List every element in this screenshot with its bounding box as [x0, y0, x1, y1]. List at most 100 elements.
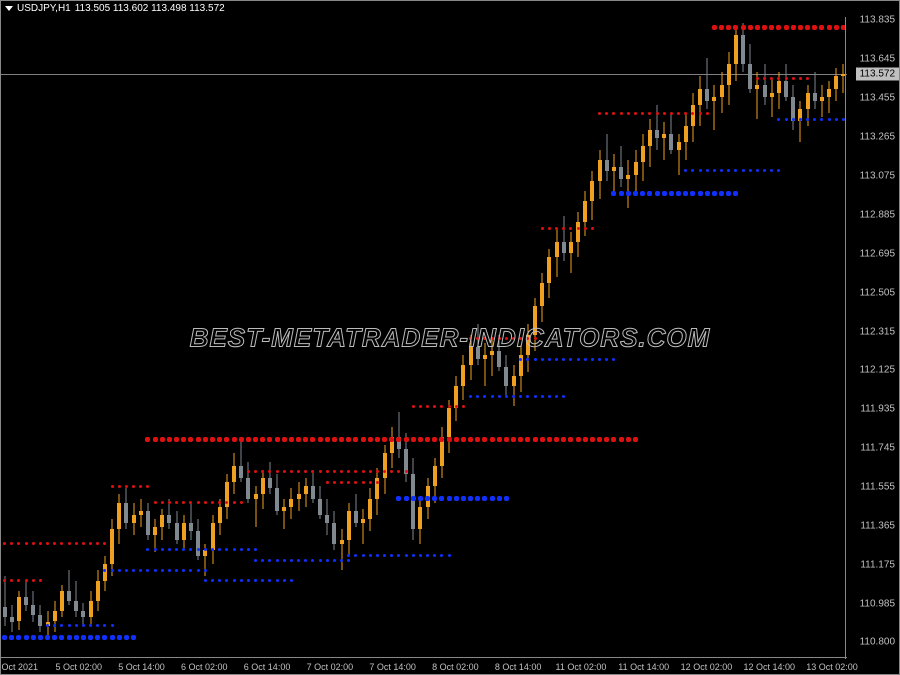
indicator-dot — [633, 437, 638, 442]
indicator-dot — [548, 358, 551, 361]
indicator-dot — [634, 112, 637, 115]
indicator-dot — [95, 635, 100, 640]
indicator-dot — [491, 395, 494, 398]
indicator-dot — [24, 635, 29, 640]
x-tick-label: 6 Oct 02:00 — [181, 662, 228, 672]
indicator-dot — [347, 470, 350, 473]
indicator-dot — [225, 548, 228, 551]
indicator-dot — [397, 470, 400, 473]
indicator-dot — [483, 395, 486, 398]
indicator-dot — [376, 481, 379, 484]
indicator-dot — [196, 437, 201, 442]
indicator-dot — [604, 437, 609, 442]
indicator-dot — [684, 169, 687, 172]
indicator-dot — [125, 569, 128, 572]
indicator-dot — [519, 395, 522, 398]
indicator-dot — [96, 624, 99, 627]
indicator-dot — [706, 112, 709, 115]
indicator-dot — [233, 579, 236, 582]
indicator-dot — [247, 470, 250, 473]
indicator-dot — [763, 77, 766, 80]
indicator-dot — [448, 405, 451, 408]
indicator-dot — [268, 559, 271, 562]
dropdown-icon[interactable] — [5, 6, 13, 11]
symbol-label: USDJPY,H1 — [17, 3, 71, 14]
indicator-dot — [276, 559, 279, 562]
indicator-dot — [32, 579, 35, 582]
plot-area[interactable] — [1, 17, 847, 659]
indicator-dot — [60, 624, 63, 627]
indicator-dot — [612, 358, 615, 361]
x-tick-label: 7 Oct 14:00 — [369, 662, 416, 672]
indicator-dot — [289, 437, 294, 442]
indicator-dot — [261, 579, 264, 582]
indicator-dot — [333, 481, 336, 484]
x-tick-label: 13 Oct 02:00 — [806, 662, 858, 672]
indicator-dot — [726, 191, 731, 196]
indicator-dot — [756, 169, 759, 172]
indicator-dot — [755, 25, 760, 30]
indicator-dot — [82, 624, 85, 627]
indicator-dot — [232, 437, 237, 442]
indicator-dot — [3, 579, 6, 582]
indicator-dot — [189, 501, 192, 504]
indicator-dot — [311, 470, 314, 473]
indicator-dot — [189, 548, 192, 551]
indicator-dot — [769, 25, 774, 30]
indicator-dot — [268, 579, 271, 582]
y-tick-label: 111.175 — [860, 560, 895, 571]
indicator-dot — [612, 112, 615, 115]
indicator-dot — [433, 405, 436, 408]
indicator-dot — [347, 554, 350, 557]
indicator-dot — [68, 542, 71, 545]
indicator-dot — [254, 559, 257, 562]
indicator-dot — [88, 635, 93, 640]
indicator-dot — [89, 542, 92, 545]
indicator-dot — [498, 395, 501, 398]
indicator-dot — [519, 337, 522, 340]
indicator-dot — [439, 437, 444, 442]
indicator-dot — [297, 470, 300, 473]
x-tick-label: 7 Oct 02:00 — [307, 662, 354, 672]
indicator-dot — [362, 470, 365, 473]
indicator-dot — [103, 542, 106, 545]
indicator-dot — [619, 437, 624, 442]
indicator-dot — [762, 25, 767, 30]
indicator-dot — [713, 169, 716, 172]
indicator-dot — [598, 358, 601, 361]
indicator-dot — [733, 25, 738, 30]
indicator-dot — [683, 191, 688, 196]
indicator-dot — [197, 501, 200, 504]
indicator-dot — [204, 579, 207, 582]
indicator-dot — [290, 559, 293, 562]
indicator-dot — [17, 542, 20, 545]
indicator-dot — [525, 437, 530, 442]
indicator-dot — [426, 554, 429, 557]
x-tick-label: 11 Oct 02:00 — [555, 662, 606, 672]
indicator-dot — [368, 437, 373, 442]
indicator-dot — [591, 227, 594, 230]
y-tick-label: 111.745 — [860, 443, 895, 454]
y-tick-label: 111.935 — [860, 404, 895, 415]
indicator-dot — [304, 470, 307, 473]
indicator-dot — [218, 548, 221, 551]
indicator-dot — [432, 496, 437, 501]
indicator-dot — [770, 77, 773, 80]
indicator-dot — [396, 437, 401, 442]
indicator-dot — [218, 579, 221, 582]
indicator-dot — [482, 437, 487, 442]
indicator-dot — [346, 437, 351, 442]
indicator-dot — [369, 481, 372, 484]
indicator-dot — [663, 112, 666, 115]
indicator-dot — [362, 481, 365, 484]
indicator-dot — [211, 548, 214, 551]
indicator-dot — [505, 337, 508, 340]
indicator-dot — [497, 437, 502, 442]
indicator-dot — [611, 437, 616, 442]
indicator-dot — [669, 191, 674, 196]
indicator-dot — [555, 358, 558, 361]
indicator-dot — [118, 485, 121, 488]
indicator-dot — [75, 542, 78, 545]
indicator-dot — [590, 437, 595, 442]
indicator-dot — [640, 191, 645, 196]
